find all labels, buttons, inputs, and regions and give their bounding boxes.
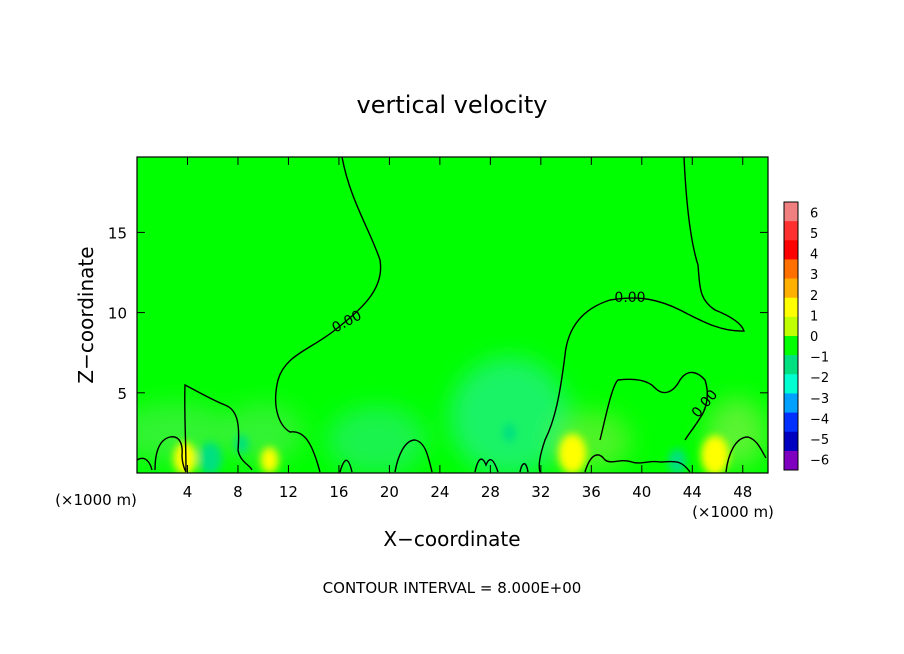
cell-6-level-1 [502,423,516,443]
colorbar-swatch-7 [784,336,798,356]
colorbar-swatch-13 [784,450,798,471]
colorbar-swatch-4 [784,278,798,299]
zero-contour-right-lower [599,371,708,441]
colorbar-label: 0 [810,330,818,345]
contour-label-right: 0.00 [614,290,645,306]
y-tick-label: 5 [117,385,127,403]
x-tick-label: 24 [430,483,449,501]
cell-2-level-1 [558,433,587,473]
colorbar-swatch-8 [784,355,798,375]
colorbar-swatch-2 [784,240,798,260]
colorbar-label: 2 [810,289,818,304]
colorbar-label: 4 [810,248,818,263]
colorbar-label: −3 [810,392,829,407]
x-tick-label: 4 [183,483,193,501]
cell-7-level-1 [668,448,687,473]
colorbar-swatch-3 [784,259,798,279]
colorbar-swatch-0 [784,202,798,222]
colorbar-label: 6 [810,206,818,221]
zero-contour-left-bumps [137,383,253,473]
x-tick-label: 36 [582,483,601,501]
cell-5-level-1 [235,434,249,454]
x-unit-right: (×1000 m) [692,503,774,521]
convective-cells [173,423,729,473]
x-axis-label: X−coordinate [383,527,520,551]
colorbar-label: 1 [810,309,818,324]
zero-contours [137,157,767,473]
colorbar-swatch-9 [784,374,798,394]
colorbar-label: −6 [810,454,829,469]
zero-contour-right-plume [538,157,745,473]
y-tick-label: 10 [108,305,127,323]
colorbar-label: 3 [810,268,818,283]
contour-interval-note: CONTOUR INTERVAL = 8.000E+00 [323,579,582,597]
x-tick-label: 16 [329,483,348,501]
colorbar-swatch-5 [784,297,798,318]
zero-contour-right-bumps [584,436,767,473]
colorbar-swatch-1 [784,221,798,241]
x-tick-label: 44 [683,483,702,501]
colorbar-label: −5 [810,433,829,448]
colorbar: 6 5 4 3 2 1 0 −1 −2 −3 −4 −5 −6 [783,201,829,471]
cell-4-level-1 [198,442,222,473]
colorbar-label: −4 [810,412,829,427]
weak-cell-3 [449,356,570,473]
chart-title: vertical velocity [357,91,548,119]
x-axis-ticks: 4 8 12 16 20 24 28 32 36 40 44 48 [183,157,752,501]
colorbar-swatch-10 [784,393,798,413]
plot-frame [136,156,769,474]
x-tick-label: 12 [279,483,298,501]
cell-0-level-1 [173,442,197,473]
colorbar-swatch-12 [784,431,798,452]
y-axis-ticks: 5 10 15 [108,224,768,403]
zero-contour-mid-bumps [339,439,529,473]
colorbar-swatch-6 [784,316,798,337]
x-tick-label: 48 [733,483,752,501]
colorbar-swatch-11 [784,412,798,433]
x-tick-label: 32 [531,483,550,501]
colorbar-label: −1 [810,351,829,366]
weak-cell-2 [326,405,427,473]
plot-area [137,157,768,473]
x-tick-label: 28 [481,483,500,501]
y-axis-label: Z−coordinate [74,246,98,383]
zero-contour-left-plume [274,157,382,473]
x-tick-label: 20 [380,483,399,501]
cell-3-level-1 [701,435,729,473]
x-tick-label: 40 [632,483,651,501]
colorbar-frame [783,201,799,471]
y-tick-label: 15 [108,224,127,242]
colorbar-label: 5 [810,227,818,242]
cell-1-level-1 [260,447,279,473]
x-tick-label: 8 [233,483,243,501]
x-unit-left: (×1000 m) [55,491,137,509]
colorbar-label: −2 [810,371,829,386]
